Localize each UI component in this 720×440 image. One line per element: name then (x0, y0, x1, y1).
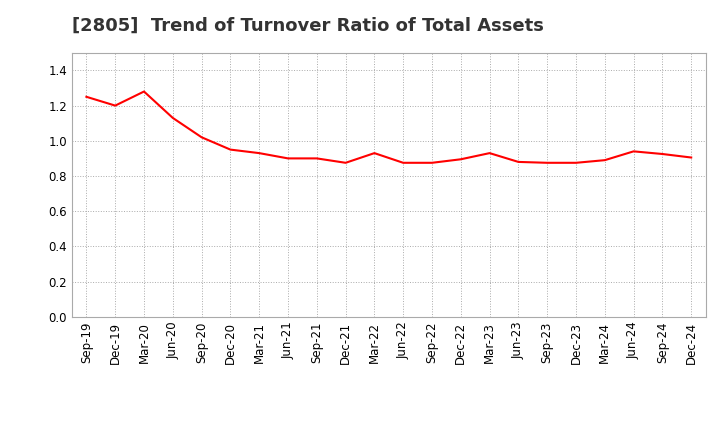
Text: [2805]  Trend of Turnover Ratio of Total Assets: [2805] Trend of Turnover Ratio of Total … (72, 17, 544, 35)
